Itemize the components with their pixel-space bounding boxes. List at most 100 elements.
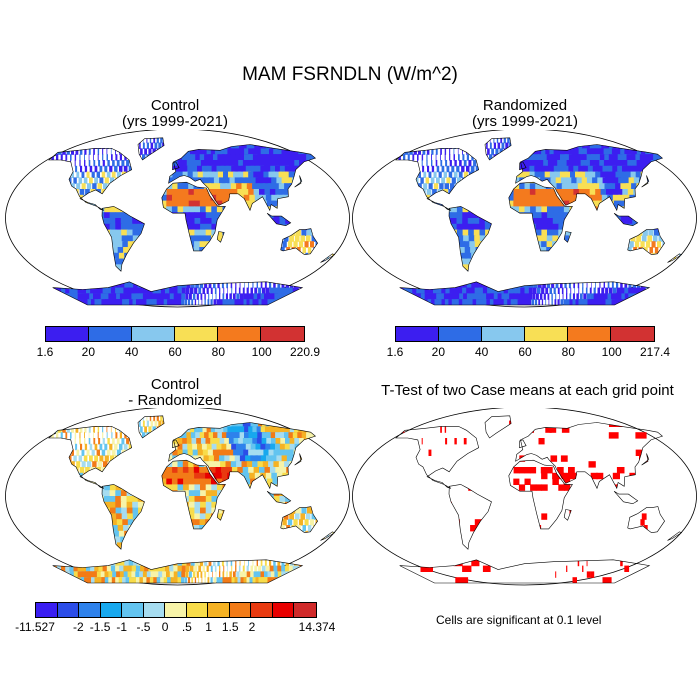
grid-cell (634, 241, 640, 248)
grid-cell (463, 235, 470, 242)
grid-cell (115, 490, 122, 497)
grid-cell (246, 287, 249, 294)
grid-cell (77, 415, 85, 422)
grid-cell (535, 189, 542, 196)
grid-cell (263, 449, 272, 456)
grid-cell (121, 235, 129, 242)
grid-cell (115, 218, 122, 225)
grid-cell (36, 160, 38, 166)
grid-cell (116, 264, 125, 271)
grid-cell (573, 281, 575, 289)
grid-cell (586, 281, 588, 289)
coastline-indonesia (613, 212, 639, 227)
grid-cell (153, 415, 156, 422)
grid-cell (248, 171, 257, 178)
grid-cell (103, 218, 111, 225)
grid-cell (166, 472, 173, 480)
grid-cell (160, 287, 167, 294)
grid-cell (513, 189, 520, 196)
grid-cell (207, 299, 210, 305)
grid-cell (56, 432, 59, 439)
grid-cell (94, 177, 99, 184)
grid-cell (109, 223, 117, 231)
grid-cell (216, 200, 224, 207)
grid-cell (142, 137, 144, 144)
grid-cell (595, 171, 604, 178)
grid-cell (288, 449, 298, 456)
grid-cell (560, 154, 568, 161)
grid-cell (631, 183, 640, 190)
grid-cell (104, 223, 111, 231)
grid-cell (567, 183, 574, 190)
grid-cell (65, 432, 68, 439)
grid-cell (74, 160, 76, 167)
grid-cell (459, 247, 467, 254)
grid-cell (182, 438, 188, 445)
grid-cell (641, 235, 647, 242)
grid-cell (192, 443, 199, 451)
grid-cell (231, 165, 239, 173)
grid-cell (588, 183, 596, 190)
grid-cell (449, 183, 455, 190)
grid-cell (295, 507, 301, 514)
grid-cell (470, 165, 475, 173)
grid-cell (298, 519, 304, 526)
grid-cell (53, 426, 58, 433)
grid-cell (225, 299, 230, 305)
grid-cell (258, 171, 267, 178)
grid-cell (577, 281, 580, 289)
grid-cell (403, 154, 406, 161)
grid-cell (86, 171, 90, 178)
grid-cell (195, 281, 199, 289)
grid-cell (541, 194, 548, 202)
grid-cell (109, 443, 113, 451)
grid-cell (239, 432, 249, 439)
grid-cell (285, 142, 299, 149)
grid-cell (183, 200, 190, 207)
grid-cell (57, 148, 62, 155)
grid-cell (633, 177, 643, 184)
grid-cell (558, 200, 565, 207)
grid-cell (446, 177, 451, 184)
grid-cell (126, 223, 134, 231)
grid-cell (187, 449, 194, 456)
grid-cell (552, 235, 559, 242)
grid-cell (88, 478, 94, 485)
grid-cell (281, 177, 291, 184)
grid-cell (84, 131, 94, 137)
grid-cell (231, 443, 239, 451)
grid-cell (589, 189, 597, 196)
grid-cell (119, 432, 122, 439)
grid-cell (602, 165, 611, 173)
grid-cell (199, 200, 207, 207)
grid-cell (142, 432, 146, 439)
grid-cell (261, 438, 271, 445)
grid-cell (267, 415, 282, 422)
grid-cell (524, 165, 531, 173)
grid-cell (265, 443, 275, 451)
grid-cell (88, 438, 91, 445)
grid-cell (424, 131, 435, 137)
grid-cell (109, 496, 116, 503)
grid-cell (568, 154, 577, 161)
grid-cell (210, 426, 218, 433)
grid-cell (457, 235, 465, 242)
grid-cell (592, 177, 600, 184)
grid-cell (288, 171, 298, 178)
grid-cell (535, 200, 542, 207)
grid-cell (193, 467, 201, 474)
grid-cell (183, 484, 190, 491)
grid-cell (228, 438, 237, 445)
grid-cell (597, 177, 605, 184)
grid-cell (533, 154, 540, 161)
grid-cell (524, 183, 531, 190)
grid-cell (530, 200, 537, 207)
grid-cell (607, 177, 616, 184)
grid-cell (555, 281, 559, 289)
grid-cell (286, 455, 296, 462)
grid-cell (116, 519, 124, 526)
grid-cell (532, 287, 537, 294)
grid-cell (238, 449, 246, 456)
grid-cell (96, 449, 100, 456)
grid-cell (118, 252, 127, 260)
